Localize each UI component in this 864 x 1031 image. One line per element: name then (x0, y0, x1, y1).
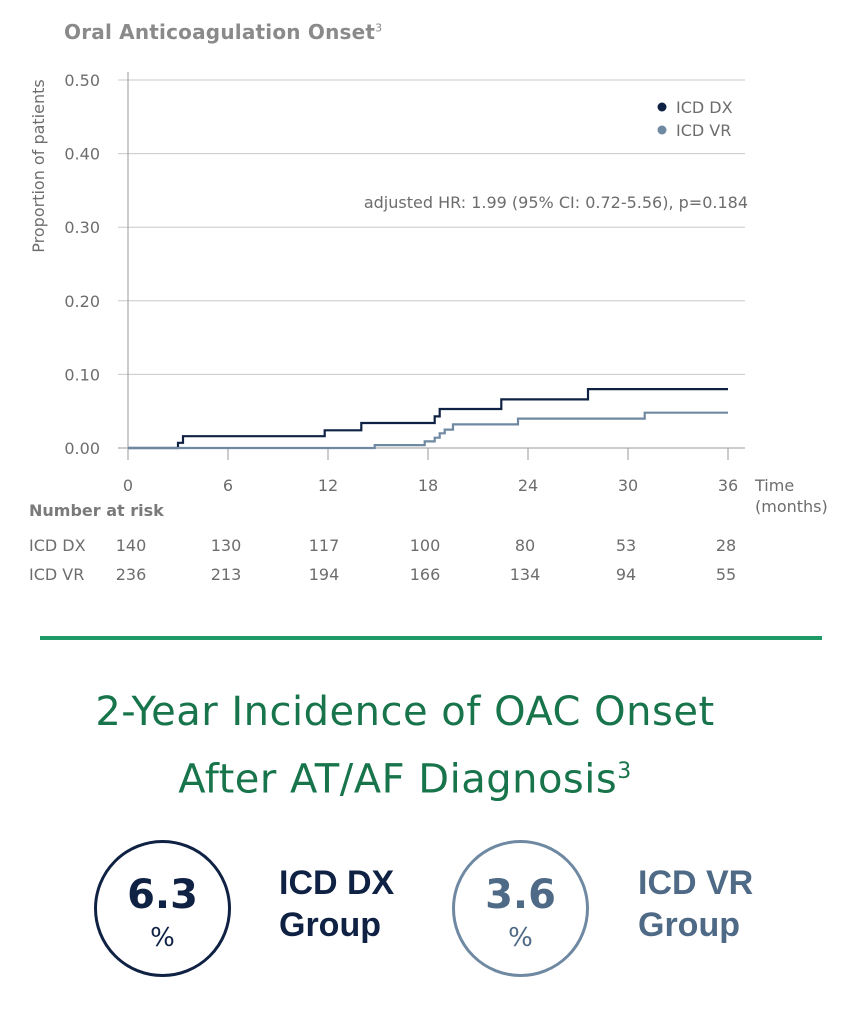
x-tick-label: 12 (318, 476, 338, 495)
risk-count-cell: 28 (716, 536, 736, 555)
headline-superscript: 3 (617, 759, 632, 784)
icd-vr-label-line-1: ICD VR (638, 864, 754, 902)
incidence-headline: 2-Year Incidence of OAC Onset After AT/A… (0, 682, 810, 809)
risk-count-cell: 80 (515, 536, 535, 555)
risk-count-cell: 100 (410, 536, 441, 555)
icd-vr-stat-value: 3.6 (485, 872, 556, 918)
icd-vr-curve (128, 411, 728, 450)
risk-count-cell: 130 (211, 536, 242, 555)
x-tick-label: 36 (718, 476, 738, 495)
icd-vr-label-line-2: Group (638, 906, 740, 944)
y-axis-label: Proportion of patients (29, 79, 48, 252)
number-at-risk-title: Number at risk (29, 501, 164, 520)
y-tick-label: 0.30 (64, 218, 100, 237)
risk-count-cell: 213 (211, 565, 242, 584)
risk-count-cell: 53 (616, 536, 636, 555)
icd-dx-label-line-1: ICD DX (279, 864, 395, 902)
risk-row-label: ICD DX (29, 536, 86, 555)
chart-title: Oral Anticoagulation Onset3 (64, 20, 382, 44)
x-tick-label: 24 (518, 476, 538, 495)
x-axis-label: Time (754, 476, 794, 495)
x-tick-label: 30 (618, 476, 638, 495)
section-divider (40, 636, 822, 640)
chart-title-text: Oral Anticoagulation Onset (64, 20, 376, 44)
chart-title-superscript: 3 (375, 21, 383, 35)
x-axis-label: (months) (755, 497, 828, 516)
legend-label: ICD DX (676, 98, 733, 117)
icd-vr-stat-circle: 3.6 % (452, 840, 589, 977)
kaplan-meier-chart: 0.00 0.10 0.20 0.30 0.40 0.50 0 6 12 18 24 30 36 Time… (29, 71, 828, 584)
x-tick-label: 18 (418, 476, 438, 495)
x-tick-label: 6 (223, 476, 233, 495)
hazard-ratio-annotation: adjusted HR: 1.99 (95% CI: 0.72-5.56), p… (364, 193, 748, 212)
headline-line-1: 2-Year Incidence of OAC Onset (95, 689, 715, 735)
y-tick-label: 0.20 (64, 292, 100, 311)
x-tick-label: 0 (123, 476, 133, 495)
y-tick-label: 0.50 (64, 71, 100, 90)
risk-count-cell: 117 (309, 536, 340, 555)
risk-row-label: ICD VR (29, 565, 84, 584)
risk-count-cell: 166 (410, 565, 441, 584)
icd-vr-stat-unit: % (508, 923, 533, 953)
headline-line-2: After AT/AF Diagnosis3 (0, 742, 810, 809)
legend-marker-icon (657, 125, 667, 135)
icd-vr-stat-label: ICD VR Group (638, 862, 753, 946)
risk-count-cell: 236 (116, 565, 147, 584)
legend-marker-icon (657, 102, 667, 112)
icd-dx-stat-circle: 6.3 % (94, 840, 231, 977)
risk-count-cell: 140 (116, 536, 147, 555)
icd-dx-stat-value: 6.3 (127, 872, 198, 918)
risk-count-cell: 94 (616, 565, 636, 584)
risk-count-cell: 134 (510, 565, 541, 584)
headline-line-2-text: After AT/AF Diagnosis (178, 756, 618, 803)
risk-count-cell: 194 (309, 565, 340, 584)
icd-dx-label-line-2: Group (279, 906, 381, 944)
icd-dx-stat-label: ICD DX Group (279, 862, 394, 946)
y-tick-label: 0.00 (64, 439, 100, 458)
icd-dx-stat-unit: % (150, 923, 175, 953)
y-tick-label: 0.10 (64, 365, 100, 384)
icd-dx-curve (128, 388, 728, 450)
legend-label: ICD VR (676, 121, 731, 140)
risk-count-cell: 55 (716, 565, 736, 584)
y-tick-label: 0.40 (64, 145, 100, 164)
